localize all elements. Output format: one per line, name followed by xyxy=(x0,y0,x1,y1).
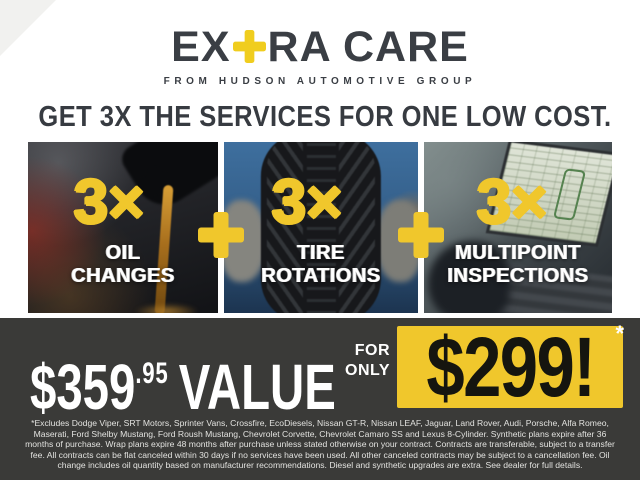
multipoint-inspections-panel: 3× MULTIPOINT INSPECTIONS xyxy=(424,142,612,313)
laptop-inspection-photo xyxy=(424,142,612,313)
tire-hold-photo xyxy=(224,142,418,313)
headline: GET 3X THE SERVICES FOR ONE LOW COST. xyxy=(38,101,612,133)
offer-band: $359.95 VALUE FOR ONLY $299! * *Excludes … xyxy=(0,318,640,480)
logo-text-right: RA CARE xyxy=(267,23,469,71)
tire-rotations-label: TIRE ROTATIONS xyxy=(261,242,380,288)
value-cents: .95 xyxy=(135,357,169,390)
tire-tread-center xyxy=(306,142,336,313)
tire-rotations-label-line1: TIRE xyxy=(297,241,345,264)
oil-pour-photo xyxy=(28,142,218,313)
tire-shape xyxy=(260,142,382,313)
deal-asterisk: * xyxy=(615,321,624,346)
service-panels-row: 3× OIL CHANGES 3× TIRE xyxy=(28,142,612,313)
tire-tread-left xyxy=(266,142,303,313)
oil-changes-panel: 3× OIL CHANGES xyxy=(28,142,218,313)
oil-changes-overlay: 3× OIL CHANGES xyxy=(28,142,218,313)
brand-logo: EX + RA CARE FROM HUDSON AUTOMOTIVE GROU… xyxy=(0,26,640,88)
oil-pool-shape xyxy=(134,302,199,313)
disclaimer-text: *Excludes Dodge Viper, SRT Motors, Sprin… xyxy=(25,418,615,471)
multipoint-inspections-label-line2: INSPECTIONS xyxy=(447,264,589,287)
tire-rotations-multiplier: 3× xyxy=(271,167,343,237)
oil-changes-label-line1: OIL xyxy=(105,241,141,264)
logo-text-left: EX xyxy=(171,23,231,71)
oil-changes-label-line2: CHANGES xyxy=(71,264,175,287)
tire-rotations-label-line2: ROTATIONS xyxy=(261,264,381,287)
only-word: ONLY xyxy=(345,362,390,379)
plus-icon: + xyxy=(198,212,244,258)
multipoint-inspections-label-line1: MULTIPOINT xyxy=(455,241,581,264)
multipoint-inspections-label: MULTIPOINT INSPECTIONS xyxy=(447,242,588,288)
logo-plus-text: + xyxy=(249,63,250,64)
tire-rotations-panel: 3× TIRE ROTATIONS xyxy=(224,142,418,313)
value-word: VALUE xyxy=(178,351,336,423)
multipoint-inspections-multiplier: 3× xyxy=(476,167,548,237)
deal-price: $299! xyxy=(426,320,596,414)
deal-price-box: $299! * xyxy=(397,320,624,414)
corner-fold-decoration xyxy=(0,0,56,56)
oil-changes-multiplier: 3× xyxy=(73,167,145,237)
hand-shape xyxy=(427,241,511,313)
for-only-label: FOR ONLY xyxy=(330,341,390,381)
tire-tread-right xyxy=(339,142,376,313)
logo-wordmark: EX + RA CARE xyxy=(171,26,469,69)
plus-icon: + xyxy=(398,212,444,258)
for-word: FOR xyxy=(354,342,390,359)
oil-changes-label: OIL CHANGES xyxy=(71,242,175,288)
tire-rotations-overlay: 3× TIRE ROTATIONS xyxy=(224,142,418,313)
value-dollars: $359 xyxy=(30,351,136,423)
multipoint-inspections-overlay: 3× MULTIPOINT INSPECTIONS xyxy=(424,142,612,313)
value-price: $359.95 VALUE xyxy=(30,355,336,419)
plus-icon: + xyxy=(232,30,266,64)
brand-tagline: FROM HUDSON AUTOMOTIVE GROUP xyxy=(163,76,477,87)
